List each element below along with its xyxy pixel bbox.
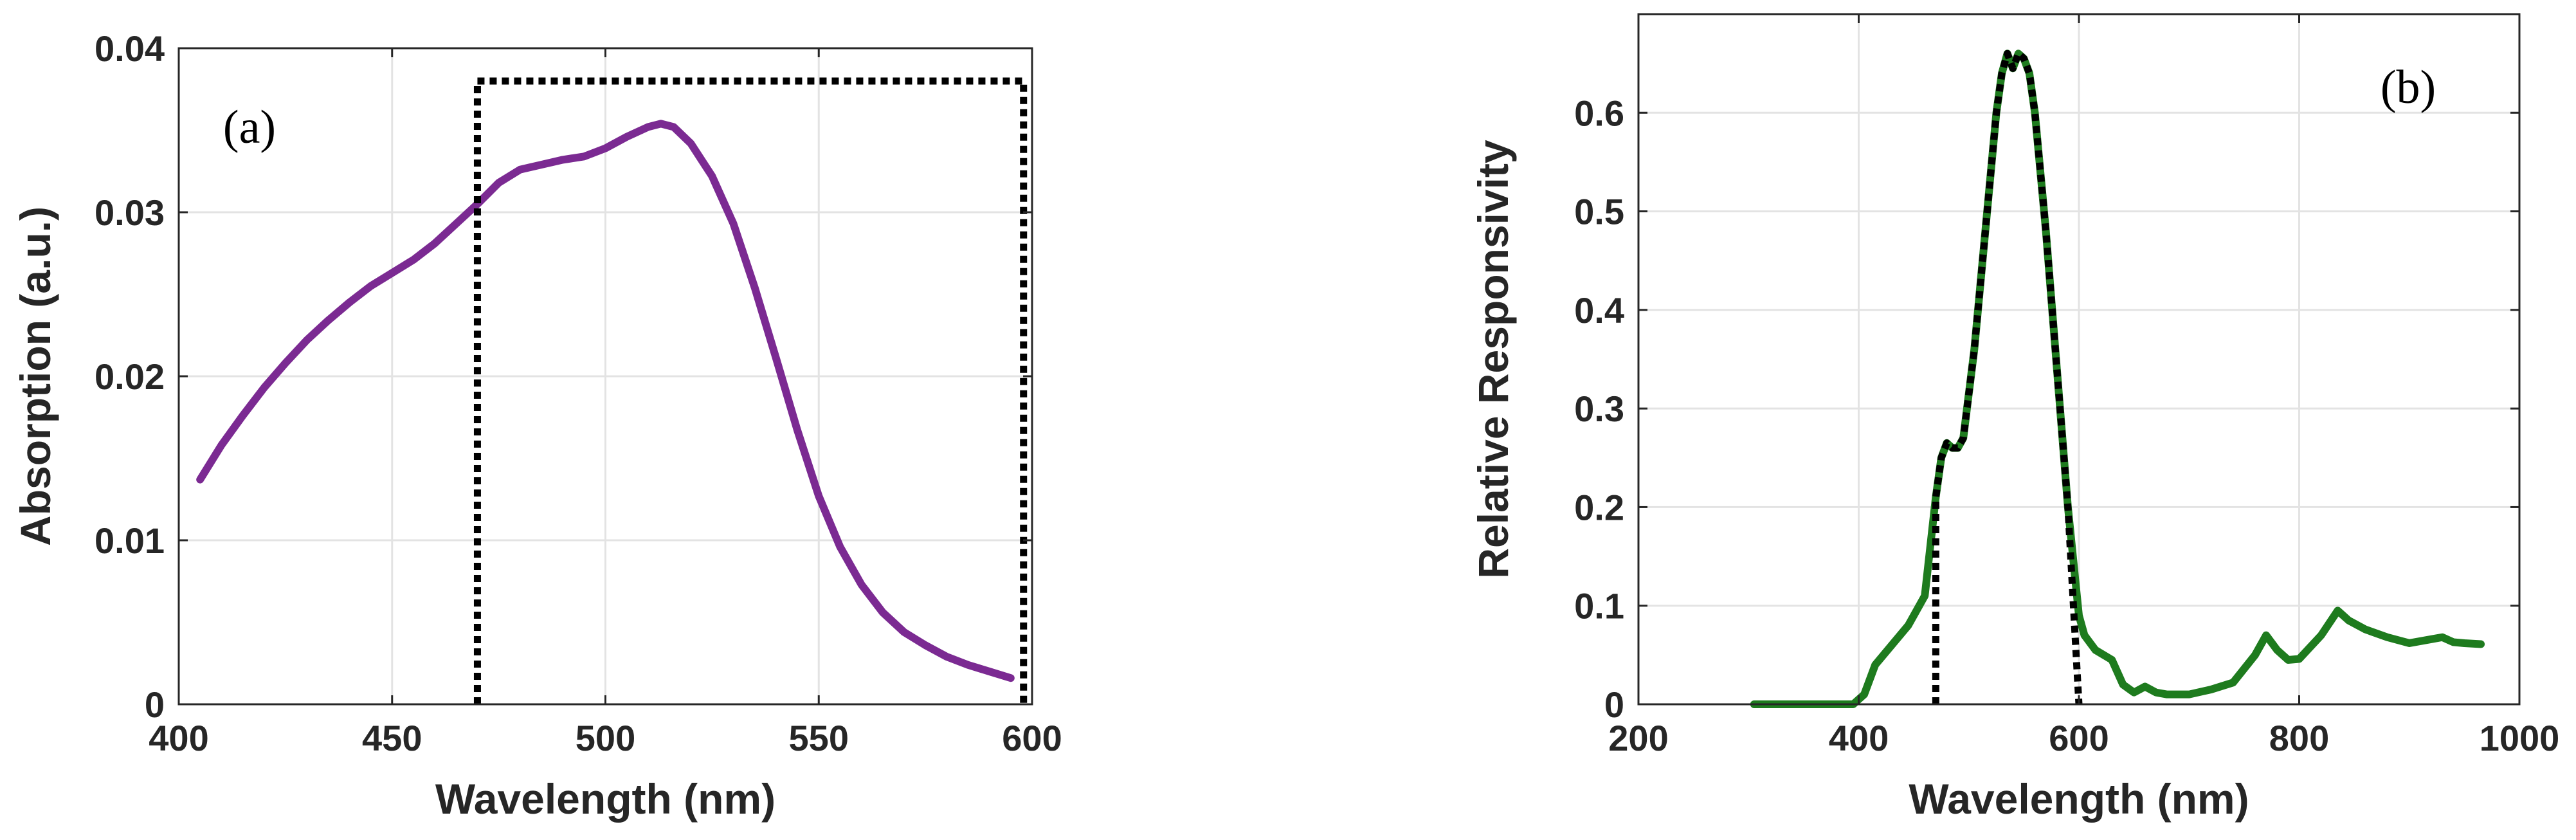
x-tick-label: 1000 [2480, 718, 2560, 758]
dotted-outline-series [1932, 50, 2083, 705]
y-tick-label: 0.03 [95, 192, 165, 233]
y-tick-label: 0.5 [1574, 192, 1624, 232]
y-axis-label: Absorption (a.u.) [12, 206, 59, 546]
y-tick-label: 0.2 [1574, 487, 1624, 527]
y-tick-label: 0.4 [1574, 290, 1624, 331]
y-tick-label: 0.1 [1574, 586, 1624, 626]
chart-panel-b: 200 400 600 800 1000 0 0.1 0.2 0.3 0.4 0.5 0.6 Wavel… [1469, 13, 2560, 823]
x-tick-label: 600 [2049, 718, 2109, 758]
y-tick-label: 0.3 [1574, 388, 1624, 429]
y-tick-label: 0 [1604, 684, 1624, 725]
chart-panel-a: 400 450 500 550 600 0 0.01 0.02 0.03 0.04 Waveleng… [12, 28, 1062, 823]
x-tick-label: 400 [1829, 718, 1889, 758]
y-axis-label: Relative Responsivity [1469, 140, 1517, 579]
x-tick-label: 550 [789, 718, 849, 758]
x-tick-label: 200 [1608, 718, 1668, 758]
y-tick-label: 0.6 [1574, 93, 1624, 133]
y-tick-label: 0.01 [95, 520, 165, 561]
data-series-line [196, 120, 1015, 682]
panel-label: (b) [2381, 61, 2436, 114]
y-tick-label: 0.04 [95, 28, 165, 69]
data-series-line [1750, 50, 2485, 708]
x-axis-label: Wavelength (nm) [435, 775, 776, 823]
panel-label: (a) [223, 101, 276, 154]
x-tick-label: 450 [362, 718, 422, 758]
x-tick-label: 400 [149, 718, 208, 758]
dotted-outline-series [473, 77, 1028, 704]
x-tick-label: 800 [2269, 718, 2329, 758]
y-tick-label: 0.02 [95, 356, 165, 397]
x-axis-label: Wavelength (nm) [1909, 775, 2249, 823]
y-tick-label: 0 [145, 684, 165, 725]
x-tick-label: 500 [576, 718, 635, 758]
x-tick-label: 600 [1002, 718, 1062, 758]
